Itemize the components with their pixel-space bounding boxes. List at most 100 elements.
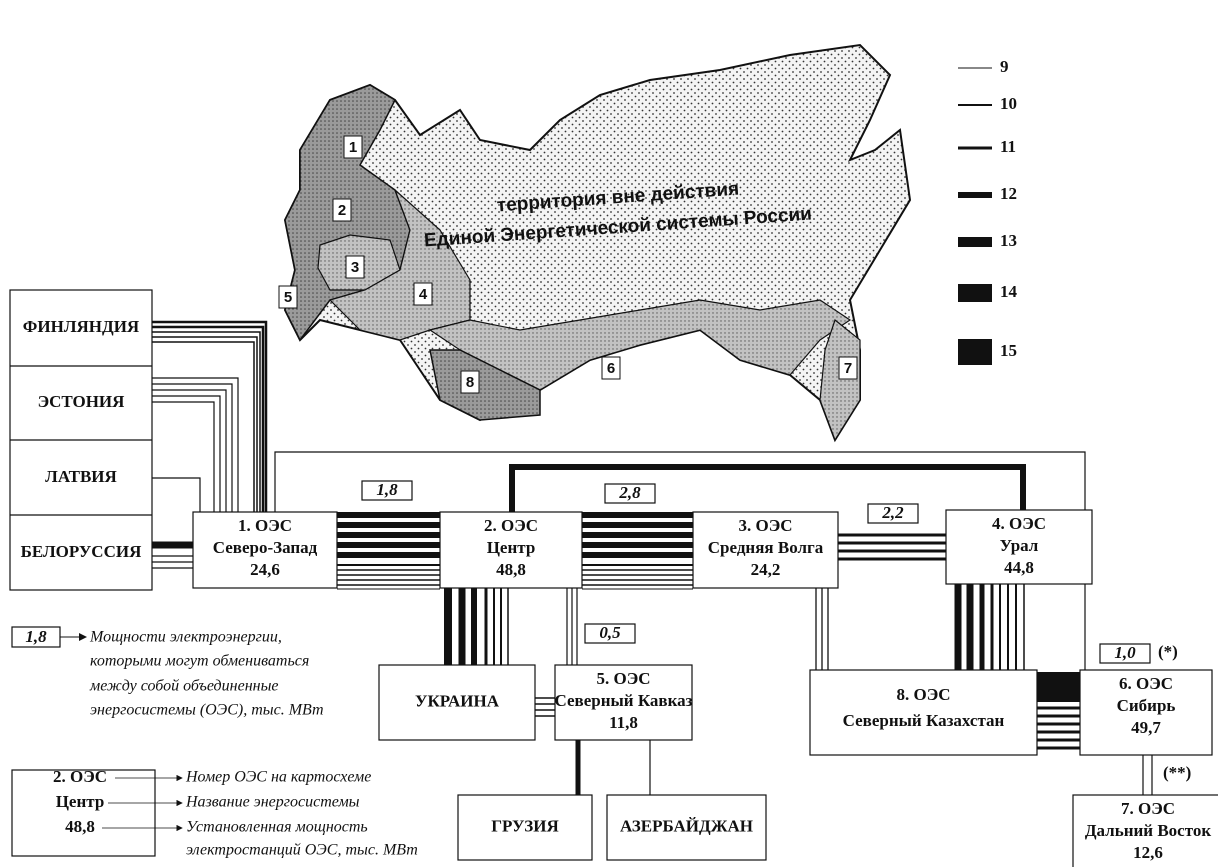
- region-number: 8: [466, 374, 474, 391]
- system-capacity: 24,2: [751, 560, 781, 579]
- system-name: Средняя Волга: [708, 538, 824, 557]
- region-number-box: [413, 282, 433, 306]
- exchange-value: 1,0: [1114, 643, 1136, 662]
- country-box: [606, 794, 767, 861]
- system-box: [692, 511, 839, 589]
- country-name: ЭСТОНИЯ: [38, 392, 125, 411]
- region-number-box: [278, 285, 298, 309]
- legend-label: 15: [1000, 341, 1017, 360]
- system-box: [192, 511, 338, 589]
- exchange-box: [1099, 643, 1151, 664]
- region-number-box: [343, 135, 363, 159]
- link-line: [152, 383, 233, 512]
- system-capacity: 11,8: [609, 713, 638, 732]
- exchange-box: [361, 480, 413, 501]
- system-number: 1. ОЭС: [238, 516, 292, 535]
- link-block: [1037, 672, 1080, 702]
- system-name: Центр: [487, 538, 536, 557]
- legend-label: 9: [1000, 57, 1009, 76]
- legend-label: 14: [1000, 282, 1018, 301]
- key-text: Мощности электроэнергии,: [89, 629, 282, 646]
- region-volga-ural: [328, 189, 471, 341]
- key-text: Установленная мощность: [186, 819, 368, 836]
- region-number: 6: [607, 360, 615, 377]
- key-text: которыми могут обмениваться: [90, 653, 309, 670]
- system-capacity: 48,8: [496, 560, 526, 579]
- system-box: [554, 664, 693, 741]
- country-name: ГРУЗИЯ: [491, 816, 559, 835]
- legend-label: 13: [1000, 231, 1017, 250]
- system-box: [1079, 669, 1213, 756]
- region-number-box: [601, 356, 621, 380]
- system-name: Северный Казахстан: [843, 711, 1005, 730]
- system-number: 3. ОЭС: [738, 516, 792, 535]
- country-name: ЛАТВИЯ: [45, 467, 117, 486]
- link-line: [152, 331, 261, 512]
- system-number: 6. ОЭС: [1119, 674, 1173, 693]
- country-name: ФИНЛЯНДИЯ: [23, 317, 139, 336]
- system-number: 5. ОЭС: [596, 669, 650, 688]
- link-line: [152, 320, 268, 512]
- link-line: [152, 341, 255, 512]
- legend-label: 11: [1000, 137, 1016, 156]
- country-box: [457, 794, 593, 861]
- region-number-box: [838, 356, 858, 380]
- exchange-box: [584, 623, 636, 644]
- region-kazakhstan: [429, 349, 541, 421]
- system-number: 8. ОЭС: [896, 685, 950, 704]
- country-name: АЗЕРБАЙДЖАН: [620, 816, 753, 835]
- key-exchange-sample: 1,8: [25, 627, 47, 646]
- key-system-sample: 2. ОЭС: [53, 767, 107, 786]
- system-number: 7. ОЭС: [1121, 799, 1175, 818]
- region-number: 5: [284, 289, 292, 306]
- system-name: Сибирь: [1117, 696, 1176, 715]
- system-name: Дальний Восток: [1085, 821, 1212, 840]
- exchange-value: 2,8: [618, 483, 641, 502]
- region-number: 4: [419, 286, 428, 303]
- exchange-box: [867, 503, 919, 524]
- region-number: 3: [351, 259, 359, 276]
- system-box: [1072, 794, 1218, 867]
- link-line: [152, 477, 201, 512]
- link-line: [152, 389, 227, 512]
- exchange-value: 2,2: [881, 503, 904, 522]
- system-box: [809, 669, 1038, 756]
- legend-label: 12: [1000, 184, 1017, 203]
- exchange-value: 0,5: [599, 623, 621, 642]
- region-number-box: [460, 370, 480, 394]
- system-capacity: 44,8: [1004, 558, 1034, 577]
- system-number: 2. ОЭС: [484, 516, 538, 535]
- key-text: между собой объединенные: [89, 678, 279, 695]
- key-system-box: [11, 769, 156, 857]
- region-number-box: [332, 198, 352, 222]
- note: (**): [1163, 763, 1191, 782]
- region-number: 7: [844, 360, 852, 377]
- map: [283, 43, 912, 443]
- exchange-box: [604, 483, 656, 504]
- country-name: БЕЛОРУССИЯ: [21, 542, 142, 561]
- region-number: 1: [349, 139, 357, 156]
- system-name: Урал: [1000, 536, 1039, 555]
- country-box: [378, 664, 536, 741]
- key-text: энергосистемы (ОЭС), тыс. МВт: [90, 702, 324, 719]
- link-line: [152, 395, 221, 512]
- link-line: [152, 336, 258, 512]
- link-line: [509, 464, 1026, 512]
- region-number: 2: [338, 202, 346, 219]
- link-line: [152, 401, 215, 512]
- region-number-box: [345, 255, 365, 279]
- system-box: [945, 509, 1093, 585]
- key-system-sample: Центр: [56, 792, 105, 811]
- system-capacity: 49,7: [1131, 718, 1161, 737]
- exchange-value: 1,8: [376, 480, 398, 499]
- system-capacity: 24,6: [250, 560, 280, 579]
- system-name: Северо-Запад: [213, 538, 318, 557]
- key-text: Номер ОЭС на картосхеме: [185, 769, 371, 786]
- system-box: [439, 511, 583, 589]
- country-name: УКРАИНА: [415, 691, 500, 710]
- region-far-east: [819, 318, 861, 442]
- key-system-sample: 48,8: [65, 817, 95, 836]
- note: (*): [1158, 642, 1178, 661]
- system-capacity: 12,6: [1133, 843, 1163, 862]
